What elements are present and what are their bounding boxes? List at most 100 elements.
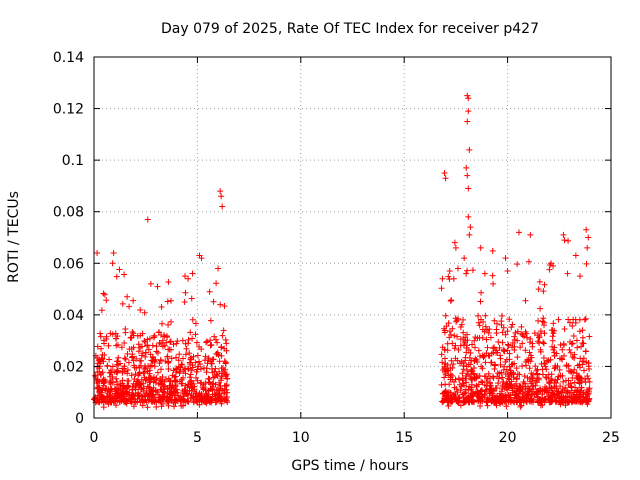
data-point xyxy=(513,376,520,383)
data-point xyxy=(444,392,451,399)
data-point xyxy=(481,270,488,277)
data-point xyxy=(527,352,534,359)
data-point xyxy=(442,370,449,377)
data-point xyxy=(539,366,546,373)
data-point xyxy=(451,379,458,386)
data-point xyxy=(504,328,511,335)
data-point xyxy=(449,364,456,371)
data-point xyxy=(136,392,143,399)
data-point xyxy=(490,374,497,381)
data-point xyxy=(147,351,154,358)
data-point xyxy=(462,357,469,364)
data-point xyxy=(223,397,230,404)
data-point xyxy=(164,397,171,404)
data-point xyxy=(550,320,557,327)
data-point xyxy=(549,337,556,344)
data-point xyxy=(213,350,220,357)
data-point xyxy=(209,387,216,394)
data-point xyxy=(170,341,177,348)
data-point xyxy=(498,312,505,319)
data-point xyxy=(210,298,217,305)
data-point xyxy=(582,315,589,322)
data-point xyxy=(478,378,485,385)
data-point xyxy=(550,262,557,269)
data-point xyxy=(440,390,447,397)
data-point xyxy=(169,382,176,389)
data-point xyxy=(163,399,170,406)
data-point xyxy=(441,170,448,177)
data-point xyxy=(497,355,504,362)
data-point xyxy=(540,315,547,322)
data-point xyxy=(101,352,108,359)
data-point xyxy=(460,342,467,349)
data-point xyxy=(466,373,473,380)
data-point xyxy=(483,336,490,343)
data-point xyxy=(113,402,120,409)
data-point xyxy=(472,334,479,341)
data-point xyxy=(477,298,484,305)
data-point xyxy=(471,337,478,344)
data-point xyxy=(585,234,592,241)
data-point xyxy=(469,396,476,403)
data-point xyxy=(504,387,511,394)
data-point xyxy=(112,330,119,337)
data-point xyxy=(126,303,133,310)
data-point xyxy=(129,391,136,398)
data-point xyxy=(508,378,515,385)
data-point xyxy=(485,397,492,404)
data-point xyxy=(531,330,538,337)
data-point xyxy=(577,398,584,405)
data-point xyxy=(585,375,592,382)
data-point xyxy=(558,399,565,406)
data-point xyxy=(173,369,180,376)
data-point xyxy=(202,380,209,387)
data-point xyxy=(147,374,154,381)
data-point xyxy=(513,365,520,372)
data-point xyxy=(500,347,507,354)
data-point xyxy=(502,370,509,377)
data-point xyxy=(441,395,448,402)
data-point xyxy=(545,395,552,402)
data-point xyxy=(165,402,172,409)
data-point xyxy=(463,270,470,277)
data-point xyxy=(504,341,511,348)
data-point xyxy=(439,275,446,282)
data-point xyxy=(528,397,535,404)
data-point xyxy=(188,377,195,384)
data-point xyxy=(146,383,153,390)
data-point xyxy=(478,289,485,296)
data-point xyxy=(535,375,542,382)
data-point xyxy=(490,280,497,287)
data-point xyxy=(180,402,187,409)
data-point xyxy=(534,388,541,395)
data-point xyxy=(547,375,554,382)
data-point xyxy=(569,340,576,347)
data-point xyxy=(506,316,513,323)
data-point xyxy=(175,357,182,364)
data-point xyxy=(534,370,541,377)
data-point xyxy=(454,265,461,272)
data-point xyxy=(535,334,542,341)
data-point xyxy=(216,358,223,365)
data-point xyxy=(483,386,490,393)
data-point xyxy=(122,356,129,363)
data-point xyxy=(204,338,211,345)
data-point xyxy=(506,363,513,370)
data-point xyxy=(109,373,116,380)
data-point xyxy=(120,382,127,389)
data-point xyxy=(539,371,546,378)
data-point xyxy=(469,267,476,274)
data-point xyxy=(180,396,187,403)
data-point xyxy=(459,375,466,382)
data-point xyxy=(99,394,106,401)
data-point xyxy=(501,363,508,370)
data-point xyxy=(509,339,516,346)
x-axis-label: GPS time / hours xyxy=(291,458,408,474)
data-point xyxy=(579,339,586,346)
data-point xyxy=(464,337,471,344)
data-point xyxy=(542,363,549,370)
data-point xyxy=(484,375,491,382)
data-point xyxy=(139,330,146,337)
data-point xyxy=(526,349,533,356)
data-point xyxy=(558,390,565,396)
